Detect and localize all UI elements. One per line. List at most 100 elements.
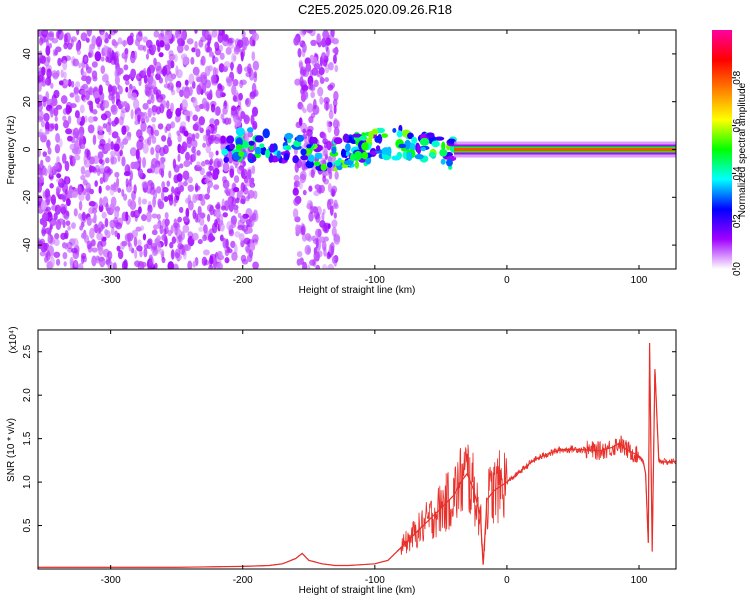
heatmap-cell	[122, 101, 128, 108]
heatmap-cell	[54, 204, 61, 215]
heatmap-cell	[326, 251, 331, 260]
heatmap-cell	[183, 180, 188, 187]
heatmap-cell	[327, 182, 332, 193]
heatmap-cell	[164, 74, 169, 84]
heatmap-cell	[332, 98, 338, 108]
heatmap-cell	[322, 58, 328, 67]
heatmap-cell	[299, 30, 306, 36]
heatmap-cell	[302, 43, 307, 53]
heatmap-cell	[323, 178, 330, 185]
heatmap-cell	[85, 90, 90, 101]
heatmap-cell	[247, 153, 253, 160]
heatmap-cell	[54, 123, 59, 131]
heatmap-cell	[164, 42, 171, 51]
heatmap-cell	[178, 244, 186, 256]
heatmap-cell	[71, 148, 79, 154]
heatmap-cell	[229, 168, 235, 178]
heatmap-cell	[198, 226, 204, 232]
heatmap-cell	[139, 249, 143, 258]
heatmap-cell	[231, 52, 236, 63]
heatmap-cell	[38, 37, 44, 46]
heatmap-cell	[235, 144, 243, 151]
heatmap-cell	[83, 159, 91, 168]
heatmap-cell	[76, 49, 81, 56]
heatmap-cell	[58, 80, 64, 86]
heatmap-cell	[46, 250, 51, 261]
heatmap-cell	[91, 255, 97, 267]
heatmap-cell	[254, 135, 264, 143]
heatmap-cell	[197, 238, 203, 245]
heatmap-cell	[313, 160, 321, 167]
heatmap-cell	[151, 104, 157, 116]
heatmap-cell	[331, 146, 337, 155]
heatmap-cell	[315, 213, 321, 224]
heatmap-cell	[156, 235, 161, 242]
heatmap-cell	[56, 173, 62, 179]
heatmap-cell	[292, 187, 299, 196]
heatmap-cell	[67, 79, 72, 87]
heatmap-cell	[313, 79, 319, 88]
heatmap-cell	[334, 160, 341, 166]
heatmap-cell	[215, 150, 219, 156]
heatmap-cell	[142, 111, 148, 119]
heatmap-cell	[381, 133, 389, 138]
heatmap-cell	[209, 205, 215, 216]
heatmap-cell	[47, 147, 52, 155]
heatmap-cell	[41, 229, 47, 235]
heatmap-cell	[74, 81, 81, 89]
heatmap-cell	[159, 248, 165, 256]
heatmap-cell	[67, 225, 71, 231]
heatmap-cell	[123, 64, 129, 71]
heatmap-cell	[40, 66, 46, 76]
heatmap-cell	[41, 30, 49, 38]
heatmap-cell	[308, 211, 314, 222]
heatmap-cell	[111, 131, 119, 139]
heatmap-cell	[334, 64, 339, 73]
heatmap-cell	[65, 104, 71, 115]
heatmap-cell	[69, 159, 73, 166]
heatmap-cell	[206, 171, 211, 177]
heatmap-cell	[100, 223, 106, 230]
heatmap-cell	[114, 69, 118, 78]
heatmap-cell	[103, 100, 110, 109]
heatmap-cell	[327, 223, 331, 230]
heatmap-cell	[240, 195, 246, 205]
heatmap-cell	[447, 138, 456, 144]
heatmap-cell	[227, 37, 235, 44]
heatmap-cell	[315, 252, 320, 262]
heatmap-cell	[151, 44, 157, 53]
heatmap-cell	[439, 148, 448, 157]
heatmap-cell	[52, 48, 56, 57]
heatmap-cell	[87, 124, 95, 134]
heatmap-cell	[232, 79, 239, 87]
heatmap-cell	[198, 116, 206, 126]
heatmap-cell	[58, 138, 63, 148]
heatmap-cell	[228, 117, 232, 125]
heatmap-cell	[207, 134, 214, 145]
heatmap-cell	[123, 171, 131, 177]
heatmap-cell	[158, 168, 163, 176]
heatmap-cell	[177, 133, 182, 143]
heatmap-cell	[345, 143, 351, 152]
y-tick-label: 1.5	[22, 431, 33, 445]
heatmap-cell	[322, 264, 328, 269]
heatmap-cell	[368, 130, 374, 140]
snr-panel: -300 -200 -100 0 100 0.5 1.0 1.5 2.0 2.5 Height …	[6, 326, 677, 596]
heatmap-cell	[160, 99, 167, 110]
heatmap-cell	[146, 168, 153, 174]
heatmap-cell	[96, 168, 101, 177]
heatmap-cell	[63, 71, 67, 79]
heatmap-cell	[315, 264, 321, 269]
heatmap-cell	[163, 83, 171, 89]
heatmap-cell	[305, 160, 315, 169]
heatmap-cell	[45, 76, 52, 86]
heatmap-cell	[146, 66, 152, 78]
heatmap-cell	[129, 170, 133, 181]
heatmap-cell	[187, 260, 193, 269]
heatmap-cell	[259, 143, 265, 148]
heatmap-cell	[419, 137, 430, 146]
heatmap-cell	[70, 38, 74, 47]
heatmap-cell	[72, 127, 80, 139]
heatmap-cell	[159, 156, 166, 164]
heatmap-cell	[312, 104, 320, 116]
